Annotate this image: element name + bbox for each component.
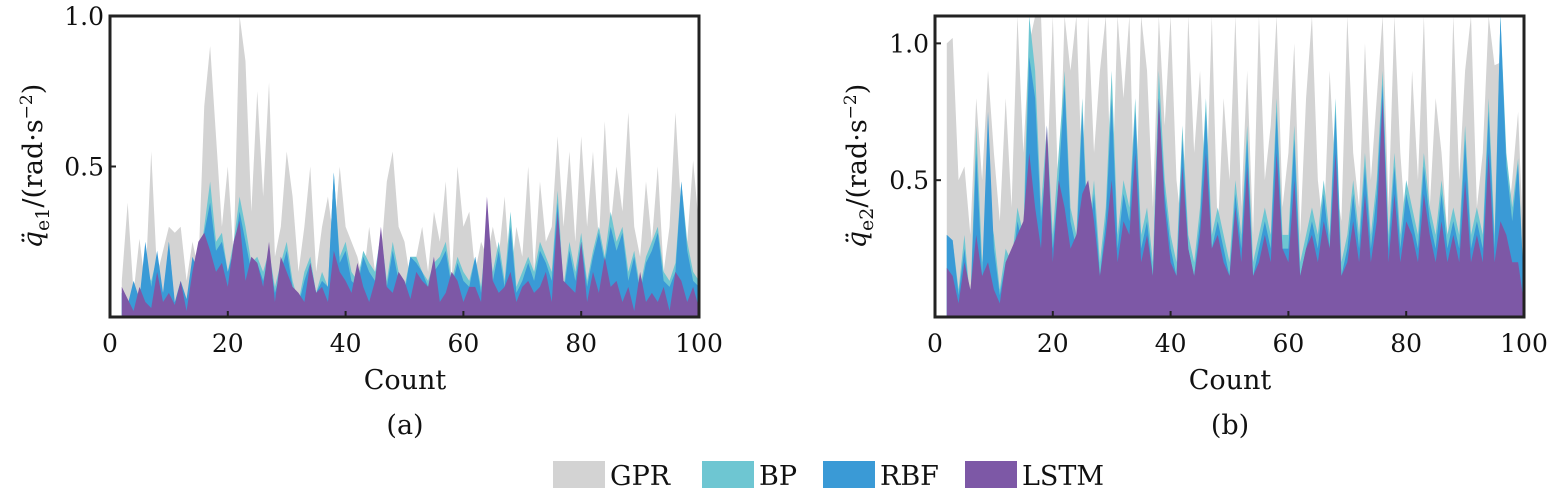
x-tick-label-a: 60	[447, 329, 479, 358]
legend-swatch-rbf	[823, 461, 875, 488]
x-tick-label-b: 20	[1037, 329, 1069, 358]
x-tick-label-b: 0	[927, 329, 943, 358]
y-axis-label-close-a: )	[18, 84, 49, 95]
legend-item-gpr: GPR	[553, 461, 671, 492]
y-axis-label-b: q̈e2/(rad·s−2)	[841, 84, 878, 249]
y-axis-label-symbol-b: q̈	[842, 231, 873, 248]
y-axis-label-close-b: )	[842, 84, 873, 95]
caption-a: (a)	[386, 410, 423, 441]
legend-label-gpr: GPR	[610, 461, 671, 492]
plot-areas-a	[121, 16, 699, 317]
y-axis-label-sub-a: e1	[32, 208, 54, 231]
x-axis-label-b: Count	[1189, 365, 1272, 396]
y-tick-label-a: 1.0	[64, 2, 104, 31]
y-axis-label-exp-a: −2	[17, 94, 37, 119]
y-ticks-a: 0.5 1.0	[64, 2, 116, 182]
chart-panel-a: 0 20 40 60 80 100 0.5 1.0 Count q̈e1/(rad·s−2)…	[17, 2, 723, 441]
legend-swatch-gpr	[553, 461, 605, 488]
y-tick-label-b: 1.0	[889, 29, 929, 58]
legend-label-bp: BP	[759, 461, 797, 492]
legend-item-bp: BP	[702, 461, 797, 492]
y-tick-label-b: 0.5	[889, 166, 929, 195]
caption-b: (b)	[1211, 410, 1249, 441]
x-tick-label-b: 100	[1500, 329, 1548, 358]
x-ticks-b: 0 20 40 60 80 100	[927, 311, 1548, 358]
legend-swatch-bp	[702, 461, 754, 488]
y-ticks-b: 0.5 1.0	[889, 29, 941, 195]
area-lstm-a	[121, 196, 699, 317]
legend: GPR BP RBF LSTM	[553, 461, 1104, 492]
plot-areas-b	[946, 16, 1524, 317]
y-axis-label-symbol-a: q̈	[18, 231, 49, 248]
x-tick-label-a: 40	[330, 329, 362, 358]
legend-label-lstm: LSTM	[1022, 461, 1104, 492]
y-axis-label-unit-b: /(rad·s	[842, 119, 873, 207]
chart-panel-b: 0 20 40 60 80 100 0.5 1.0 Count q̈e2/(rad·s−2)…	[841, 14, 1548, 441]
x-tick-label-a: 100	[675, 329, 723, 358]
x-axis-label-a: Count	[364, 365, 447, 396]
y-axis-label-a: q̈e1/(rad·s−2)	[17, 84, 54, 249]
y-axis-label-exp-b: −2	[841, 94, 861, 119]
legend-item-lstm: LSTM	[965, 461, 1104, 492]
y-tick-label-a: 0.5	[64, 153, 104, 182]
legend-item-rbf: RBF	[823, 461, 939, 492]
area-lstm-b	[946, 98, 1524, 317]
y-axis-label-unit-a: /(rad·s	[18, 119, 49, 207]
x-tick-label-a: 80	[565, 329, 597, 358]
legend-swatch-lstm	[965, 461, 1017, 488]
legend-label-rbf: RBF	[880, 461, 939, 492]
x-tick-label-b: 80	[1390, 329, 1422, 358]
y-axis-label-sub-b: e2	[856, 208, 878, 231]
x-ticks-a: 0 20 40 60 80 100	[102, 311, 723, 358]
axes-frame-b	[933, 14, 1526, 319]
x-tick-label-a: 0	[102, 329, 118, 358]
x-tick-label-b: 60	[1272, 329, 1304, 358]
x-tick-label-b: 40	[1155, 329, 1187, 358]
x-tick-label-a: 20	[212, 329, 244, 358]
